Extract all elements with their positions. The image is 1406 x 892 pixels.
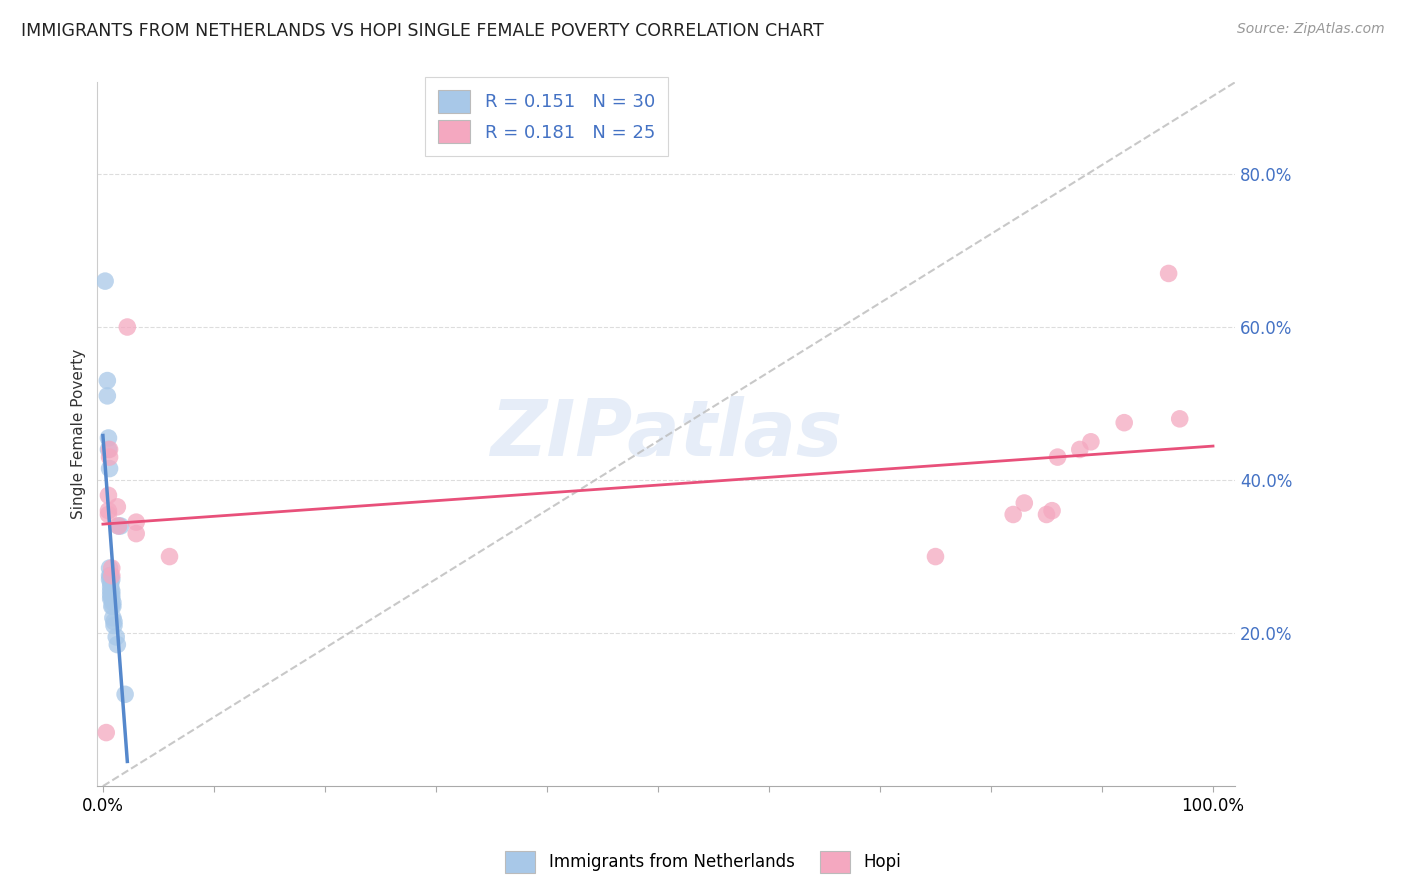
Point xyxy=(96,389,118,403)
Point xyxy=(105,500,128,514)
Text: IMMIGRANTS FROM NETHERLANDS VS HOPI SINGLE FEMALE POVERTY CORRELATION CHART: IMMIGRANTS FROM NETHERLANDS VS HOPI SING… xyxy=(21,22,824,40)
Point xyxy=(97,488,120,502)
Point xyxy=(101,599,124,614)
Point xyxy=(1114,416,1136,430)
Point xyxy=(1014,496,1036,510)
Point xyxy=(94,274,117,288)
Point xyxy=(98,450,121,464)
Point xyxy=(100,580,122,594)
Point xyxy=(105,638,128,652)
Point xyxy=(100,591,122,606)
Point xyxy=(100,588,122,602)
Point xyxy=(96,374,118,388)
Point xyxy=(114,687,136,701)
Legend: Immigrants from Netherlands, Hopi: Immigrants from Netherlands, Hopi xyxy=(499,845,907,880)
Point xyxy=(117,320,139,334)
Point xyxy=(1168,412,1191,426)
Point xyxy=(1069,442,1091,457)
Point xyxy=(110,519,132,533)
Point xyxy=(98,561,121,575)
Point xyxy=(97,503,120,517)
Point xyxy=(1040,503,1063,517)
Point xyxy=(101,611,124,625)
Text: ZIPatlas: ZIPatlas xyxy=(491,396,842,472)
Point xyxy=(1035,508,1057,522)
Point xyxy=(97,442,120,457)
Point xyxy=(98,461,121,475)
Point xyxy=(1080,434,1102,449)
Point xyxy=(125,526,148,541)
Point xyxy=(101,561,124,575)
Y-axis label: Single Female Poverty: Single Female Poverty xyxy=(72,349,86,519)
Point xyxy=(101,599,124,614)
Point xyxy=(96,725,118,739)
Point xyxy=(107,519,129,533)
Point xyxy=(97,431,120,445)
Point xyxy=(100,576,122,591)
Point xyxy=(125,515,148,529)
Point xyxy=(1046,450,1069,464)
Point xyxy=(105,630,128,644)
Point xyxy=(101,584,124,599)
Point xyxy=(101,573,124,587)
Point xyxy=(103,618,125,632)
Point xyxy=(103,615,125,629)
Point xyxy=(107,519,129,533)
Point xyxy=(100,584,122,599)
Point xyxy=(1002,508,1025,522)
Text: Source: ZipAtlas.com: Source: ZipAtlas.com xyxy=(1237,22,1385,37)
Point xyxy=(100,568,122,582)
Point xyxy=(159,549,181,564)
Point xyxy=(98,573,121,587)
Point xyxy=(924,549,946,564)
Point xyxy=(101,595,124,609)
Legend: R = 0.151   N = 30, R = 0.181   N = 25: R = 0.151 N = 30, R = 0.181 N = 25 xyxy=(425,77,668,156)
Point xyxy=(101,568,124,582)
Point xyxy=(97,508,120,522)
Point xyxy=(101,588,124,602)
Point xyxy=(98,568,121,582)
Point xyxy=(98,442,121,457)
Point xyxy=(101,591,124,606)
Point xyxy=(1157,267,1180,281)
